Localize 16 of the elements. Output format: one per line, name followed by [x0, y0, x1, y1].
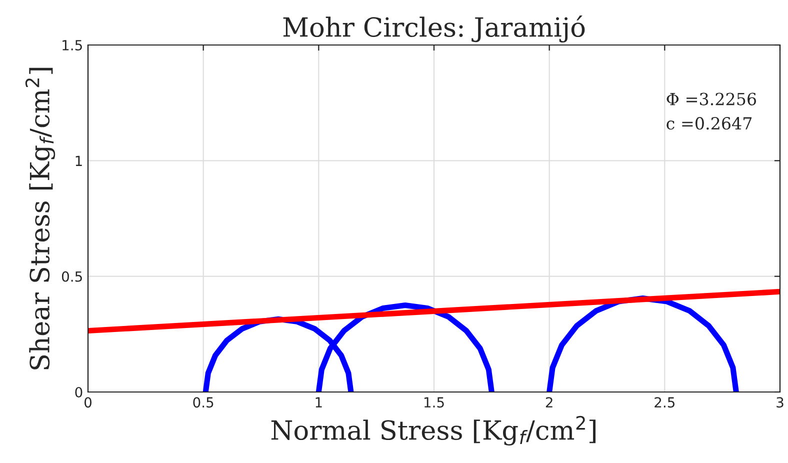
x-tick-label: 2: [546, 397, 552, 408]
x-tick-label: 0: [84, 397, 92, 408]
x-axis-title: Normal Stress [Kg$_{f}$/cm$^{2}$]: [271, 416, 596, 446]
annotation: c =0.2647: [666, 117, 752, 130]
x-tick-label: 1.5: [424, 397, 444, 408]
chart-title: Mohr Circles: Jaramijó: [283, 16, 585, 43]
x-tick-label: 0.5: [193, 397, 214, 408]
annotation: Φ =3.2256: [666, 92, 756, 106]
y-tick-label: 0: [75, 386, 82, 398]
y-axis-title: Shear Stress [Kg$_{f}$/cm$^{2}$]: [25, 68, 56, 370]
x-tick-label: 1: [316, 397, 322, 408]
y-tick-label: 1.5: [62, 40, 82, 50]
x-tick-label: 2.5: [654, 397, 674, 408]
y-tick-label: 1: [76, 156, 82, 166]
y-tick-label: 0.5: [62, 271, 82, 282]
x-tick-label: 3: [776, 397, 784, 408]
